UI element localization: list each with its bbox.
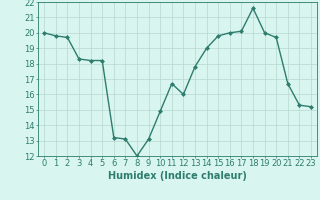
X-axis label: Humidex (Indice chaleur): Humidex (Indice chaleur) xyxy=(108,171,247,181)
